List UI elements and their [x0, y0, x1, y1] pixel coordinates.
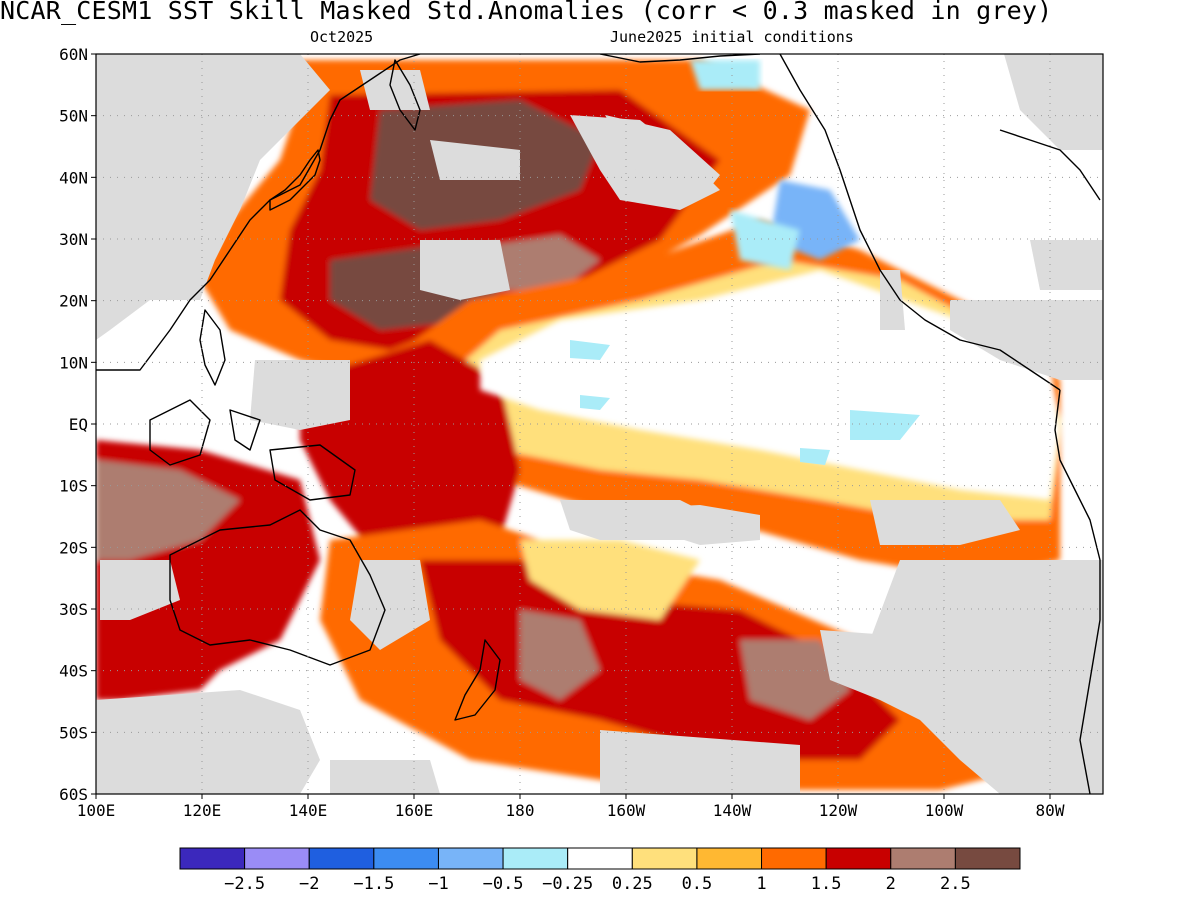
lon-tick-label: 160W	[607, 801, 646, 820]
colorbar-swatch	[890, 847, 956, 870]
lon-tick-label: 180	[506, 801, 535, 820]
far-west-red	[96, 630, 240, 700]
lat-tick-label: 40N	[59, 168, 88, 187]
colorbar-label: 1	[756, 874, 766, 894]
lon-tick-label: 140E	[289, 801, 328, 820]
lon-tick-label: 120E	[183, 801, 222, 820]
cold-patch-light-6	[800, 448, 830, 465]
colorbar-label: 2	[886, 874, 896, 894]
colorbar-swatch	[437, 847, 504, 870]
colorbar-swatch	[308, 847, 375, 870]
colorbar-swatch	[244, 847, 310, 870]
lon-tick-label: 140W	[713, 801, 752, 820]
indian-ocean-brown	[96, 460, 240, 560]
colorbar-swatch	[954, 847, 1021, 870]
lat-tick-label: 10S	[59, 477, 88, 496]
lon-tick-label: 100E	[77, 801, 116, 820]
colorbar-swatch	[696, 847, 763, 870]
colorbar-label: 2.5	[940, 874, 971, 894]
lat-tick-label: 40S	[59, 662, 88, 681]
colorbar-label: −2.5	[224, 874, 265, 894]
lat-tick-label: 30N	[59, 230, 88, 249]
sst-anomaly-field	[96, 54, 1103, 794]
lat-tick-label: 60S	[59, 785, 88, 804]
lon-tick-label: 160E	[395, 801, 434, 820]
forecast-month: Oct2025	[310, 28, 374, 46]
south-pacific-brown-b	[740, 640, 850, 720]
colorbar-swatch	[179, 847, 246, 870]
colorbar-label: 1.5	[811, 874, 842, 894]
lon-tick-label: 80W	[1036, 801, 1065, 820]
page-title: NCAR_CESM1 SST Skill Masked Std.Anomalie…	[0, 0, 1053, 25]
cold-patch-light-3	[850, 410, 920, 440]
colorbar-swatch	[502, 847, 569, 870]
cold-patch-light-1	[730, 210, 800, 270]
lat-tick-label: 60N	[59, 45, 88, 64]
initial-conditions: June2025 initial conditions	[610, 28, 854, 46]
south-pacific-yellow	[520, 540, 700, 620]
colorbar-swatch	[373, 847, 439, 870]
lat-tick-label: EQ	[69, 415, 88, 434]
colorbar: −2.5 −2 −1.5 −1 −0.5 −0.25 0.25 0.5 1 1.5 2 2.5	[179, 847, 1021, 894]
colorbar-label: 0.5	[682, 874, 713, 894]
colorbar-label: −0.5	[483, 874, 524, 894]
cold-patch-light-5	[580, 395, 610, 410]
colorbar-label: −2	[299, 874, 319, 894]
coastlines	[96, 54, 1101, 794]
colorbar-label: −1.5	[353, 874, 394, 894]
lon-tick-label: 100W	[925, 801, 964, 820]
cold-patch-light-4	[570, 340, 610, 360]
graticule	[96, 54, 1103, 794]
south-pacific-brown-a	[520, 610, 600, 700]
lat-tick-label: 30S	[59, 600, 88, 619]
skill-mask	[96, 54, 1103, 794]
lat-tick-label: 10N	[59, 353, 88, 372]
colorbar-swatch	[567, 847, 633, 870]
neutral-core	[480, 270, 1060, 500]
colorbar-label: 0.25	[612, 874, 653, 894]
longitude-axis: 100E 120E 140E 160E 180 160W 140W 120W 100W 80W	[77, 794, 1065, 820]
lat-tick-label: 50S	[59, 723, 88, 742]
colorbar-label: −1	[428, 874, 448, 894]
cold-patch-light-2	[690, 60, 760, 90]
lat-tick-label: 50N	[59, 107, 88, 126]
lat-tick-label: 20N	[59, 292, 88, 311]
colorbar-swatch	[631, 847, 698, 870]
colorbar-swatch	[761, 847, 827, 870]
lon-tick-label: 120W	[819, 801, 858, 820]
colorbar-label: −0.25	[542, 874, 593, 894]
lat-tick-label: 20S	[59, 538, 88, 557]
latitude-axis: 60N 50N 40N 30N 20N 10N EQ 10S 20S 30S 40S 50S 60S	[59, 45, 96, 804]
colorbar-swatch	[825, 847, 892, 870]
